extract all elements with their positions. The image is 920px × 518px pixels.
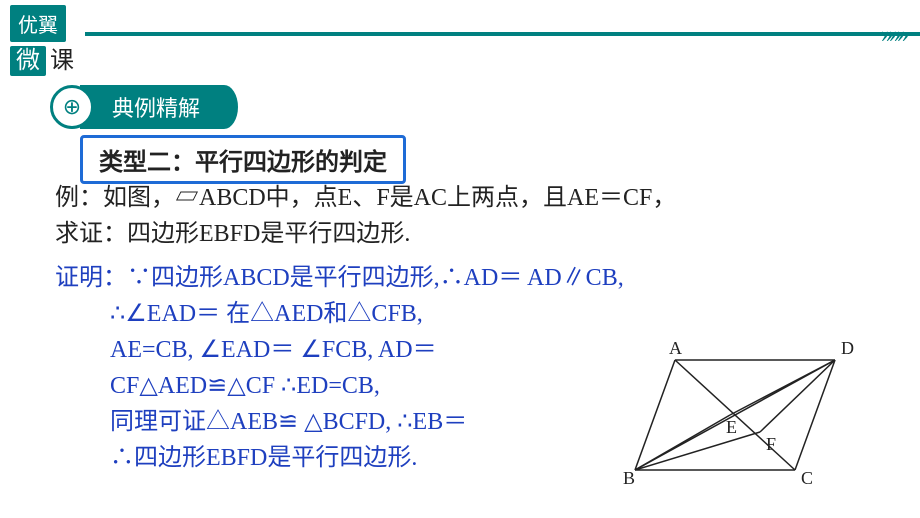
arrow-decoration: »»» — [881, 22, 905, 49]
section-header: ⊕ 典例精解 — [50, 85, 224, 129]
brand-char-wei: 微 — [10, 46, 46, 76]
brand-char-ke: 课 — [50, 48, 74, 74]
proof-l1: 证明：∵四边形ABCD是平行四边形,∴AD＝ AD∥CB, — [55, 260, 900, 296]
magnify-icon: ⊕ — [63, 94, 81, 120]
problem-line1: 例：如图，▱ABCD中，点E、F是AC上两点，且AE＝CF， — [55, 185, 676, 211]
proof-l2: ∴∠EAD＝ 在△AED和△CFB, — [55, 296, 900, 332]
geometry-diagram: A B C D E F — [615, 340, 865, 500]
magnify-circle: ⊕ — [50, 85, 94, 129]
svg-text:F: F — [766, 434, 776, 454]
brand-line1: 优翼 — [10, 5, 66, 42]
problem-line2: 求证：四边形EBFD是平行四边形. — [55, 221, 410, 247]
svg-text:D: D — [841, 340, 854, 358]
svg-text:A: A — [669, 340, 682, 358]
brand-line2: 微课 — [10, 40, 74, 75]
problem-text: 例：如图，▱ABCD中，点E、F是AC上两点，且AE＝CF， 求证：四边形EBF… — [55, 180, 900, 252]
svg-text:E: E — [726, 417, 737, 437]
svg-text:B: B — [623, 468, 635, 488]
type-title-box: 类型二：平行四边形的判定 — [80, 135, 406, 184]
top-divider — [85, 32, 920, 36]
section-banner: 典例精解 — [80, 85, 224, 129]
svg-text:C: C — [801, 468, 813, 488]
diagram-svg: A B C D E F — [615, 340, 865, 500]
